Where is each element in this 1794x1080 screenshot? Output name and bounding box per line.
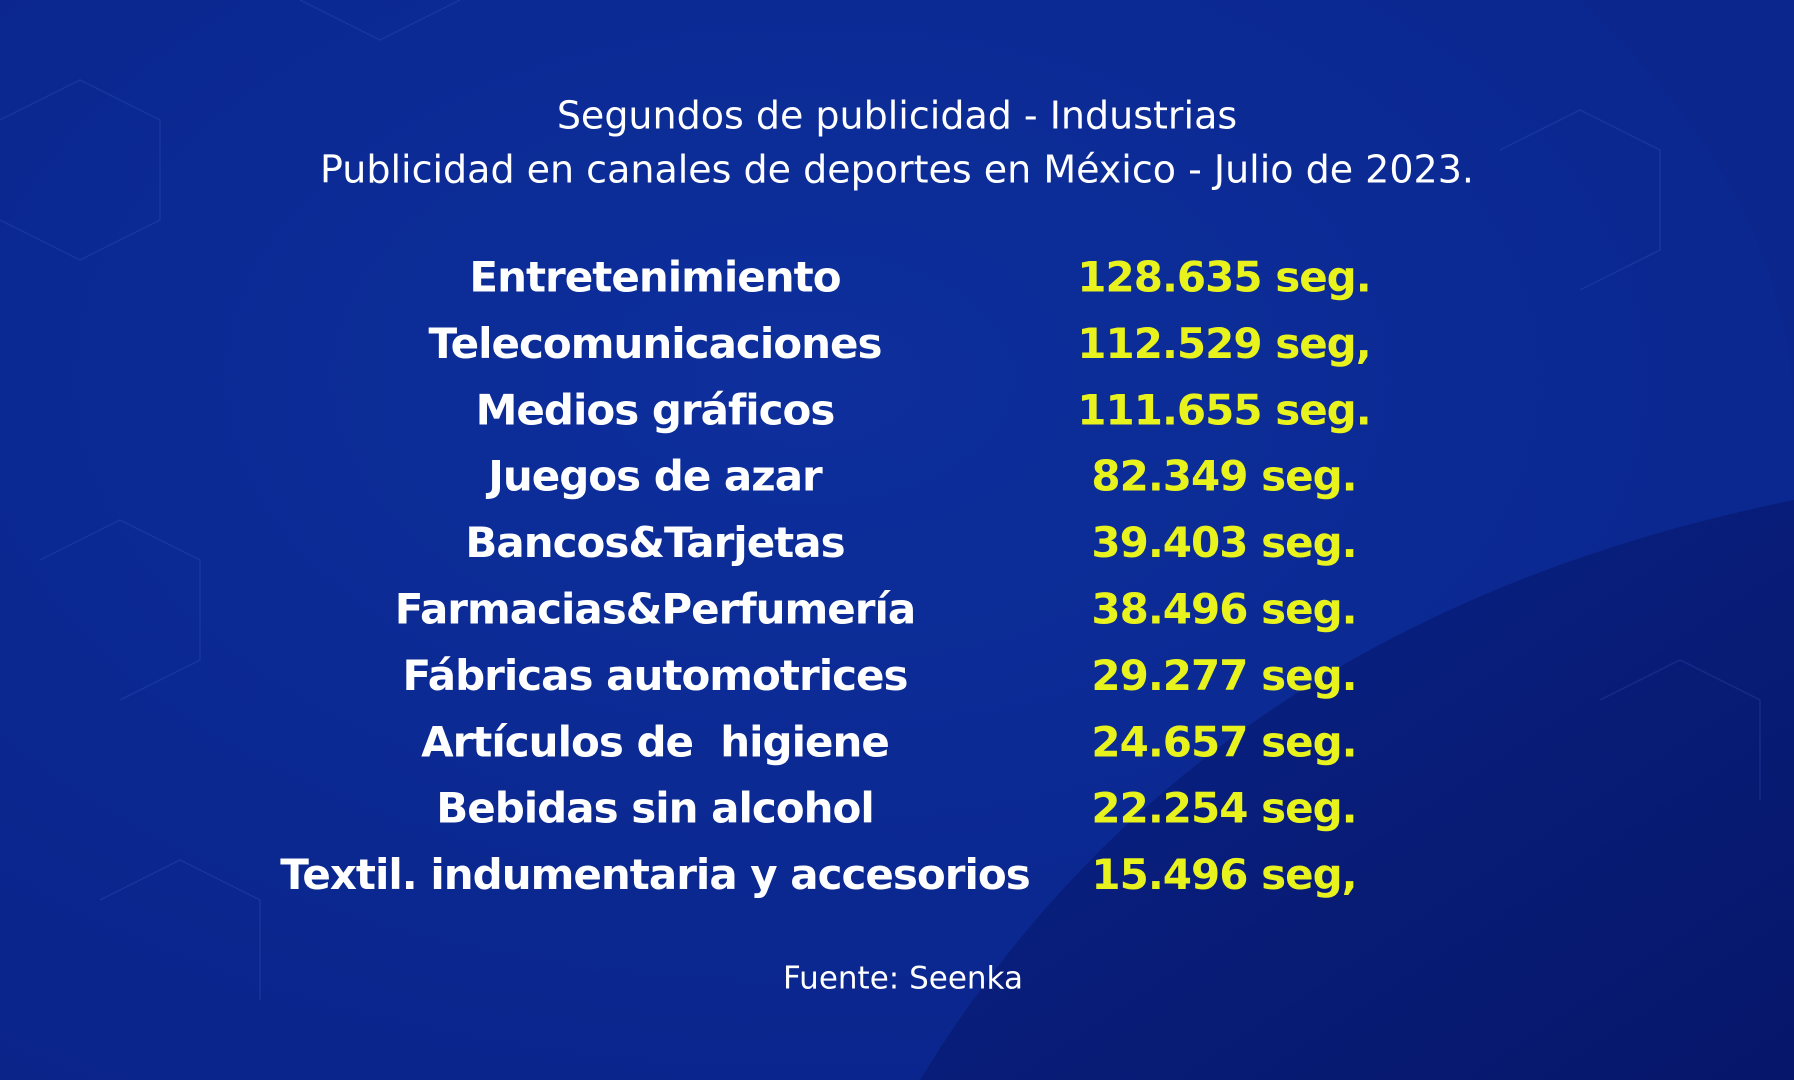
- subtitle: Publicidad en canales de deportes en Méx…: [320, 148, 1474, 192]
- seconds-value: 111.655 seg.: [1077, 385, 1370, 434]
- seconds-value: 15.496 seg,: [1091, 850, 1356, 899]
- industry-label: Farmacias&Perfumería: [395, 585, 916, 634]
- seconds-value: 128.635 seg.: [1077, 253, 1370, 302]
- background-swoosh: [920, 500, 1794, 1080]
- industry-label: Fábricas automotrices: [403, 651, 908, 700]
- industry-label: Telecomunicaciones: [429, 319, 882, 368]
- seconds-value: 29.277 seg.: [1091, 651, 1356, 700]
- industry-label: Artículos de higiene: [421, 717, 889, 766]
- source: Fuente: Seenka: [783, 961, 1023, 997]
- seconds-value: 38.496 seg.: [1091, 585, 1356, 634]
- industry-label: Textil. indumentaria y accesorios: [280, 850, 1029, 899]
- seconds-value: 22.254 seg.: [1091, 784, 1356, 833]
- industry-label: Bebidas sin alcohol: [436, 784, 874, 833]
- seconds-value: 24.657 seg.: [1091, 717, 1356, 766]
- seconds-value: 82.349 seg.: [1091, 452, 1356, 501]
- industry-label: Juegos de azar: [485, 452, 823, 501]
- industry-label: Medios gráficos: [476, 385, 835, 434]
- seconds-value: 39.403 seg.: [1091, 518, 1356, 567]
- title: Segundos de publicidad - Industrias: [557, 94, 1237, 138]
- industry-label: Bancos&Tarjetas: [465, 518, 844, 567]
- network-pattern: [0, 0, 1761, 1000]
- background-curve: [1580, 0, 1794, 420]
- seconds-value: 112.529 seg,: [1077, 319, 1370, 368]
- industry-label: Entretenimiento: [469, 253, 840, 302]
- table: Entretenimiento 128.635 seg. Telecomunicac…: [280, 253, 1371, 900]
